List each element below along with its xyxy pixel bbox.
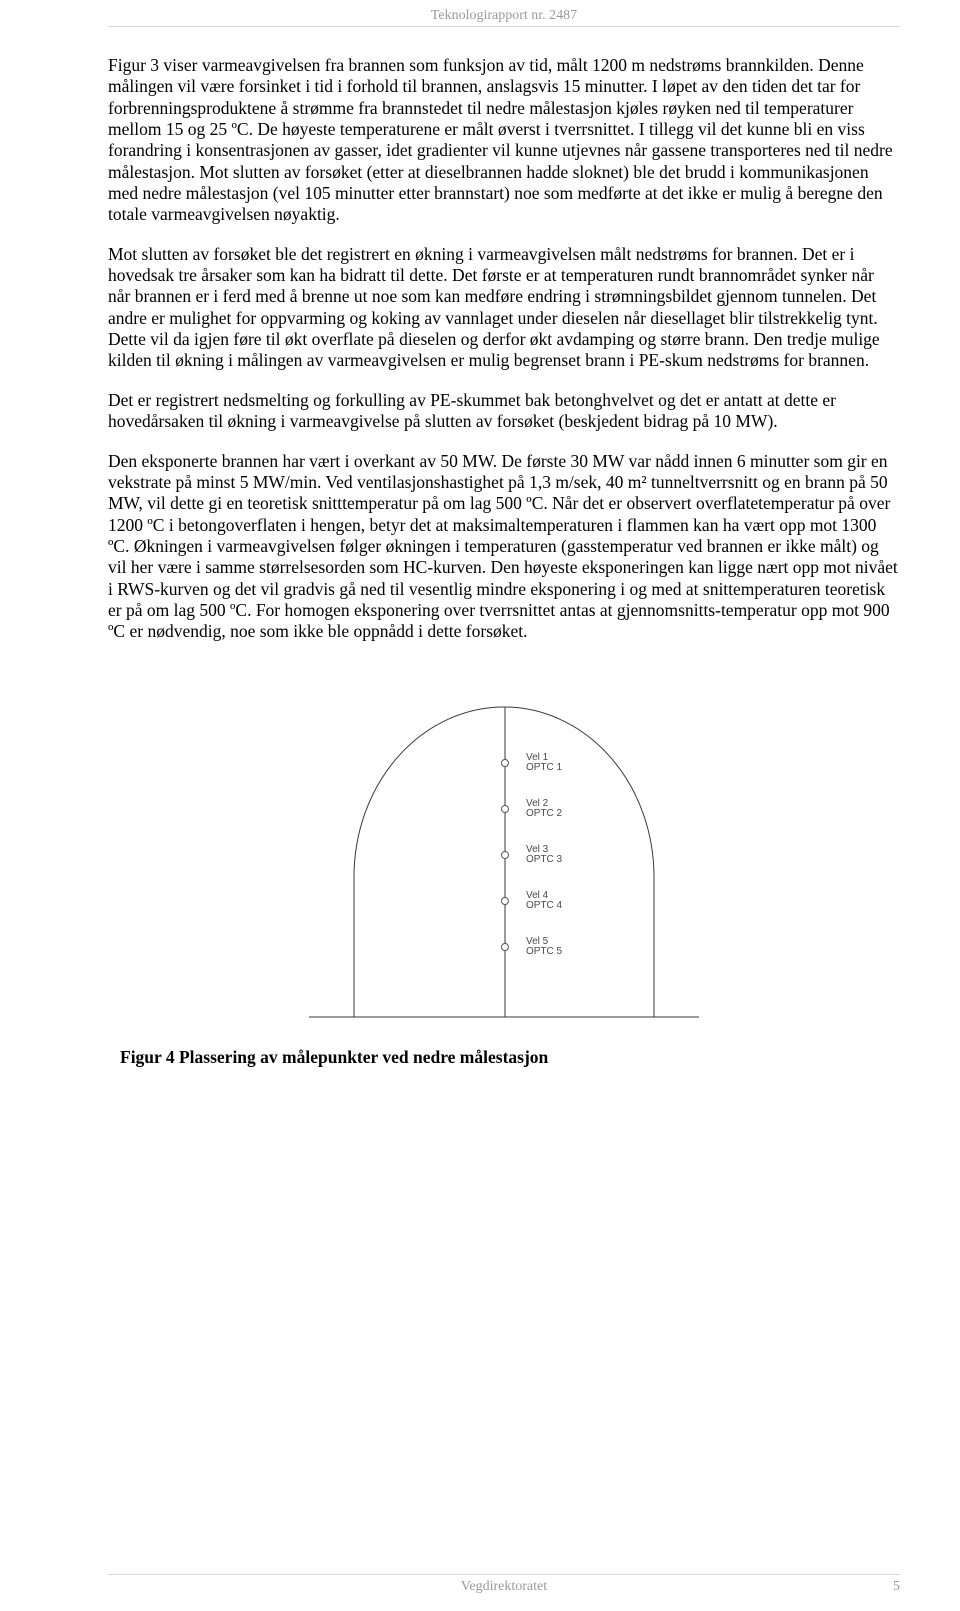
sensor-label-4b: OPTC 4 — [526, 901, 562, 912]
footer-center: Vegdirektoratet — [461, 1579, 547, 1595]
page-footer: Vegdirektoratet 5 — [0, 1574, 960, 1595]
paragraph-4: Den eksponerte brannen har vært i overka… — [108, 451, 900, 643]
sensor-dot-2 — [501, 805, 509, 813]
sensor-dot-5 — [501, 943, 509, 951]
footer-page-number: 5 — [893, 1579, 900, 1595]
paragraph-1: Figur 3 viser varmeavgivelsen fra branne… — [108, 55, 900, 226]
sensor-dot-3 — [501, 851, 509, 859]
tunnel-cross-section: Vel 1 OPTC 1 Vel 2 OPTC 2 Vel 3 OPTC 3 V… — [294, 677, 714, 1037]
page-header: Teknologirapport nr. 2487 — [108, 0, 900, 27]
sensor-label-2b: OPTC 2 — [526, 809, 562, 820]
figure-4: Vel 1 OPTC 1 Vel 2 OPTC 2 Vel 3 OPTC 3 V… — [108, 677, 900, 1037]
sensor-label-3b: OPTC 3 — [526, 855, 562, 866]
paragraph-2: Mot slutten av forsøket ble det registre… — [108, 244, 900, 372]
figure-4-caption: Figur 4 Plassering av målepunkter ved ne… — [120, 1047, 900, 1068]
sensor-dot-1 — [501, 759, 509, 767]
sensor-label-5b: OPTC 5 — [526, 947, 562, 958]
paragraph-3: Det er registrert nedsmelting og forkull… — [108, 390, 900, 433]
sensor-label-1b: OPTC 1 — [526, 763, 562, 774]
sensor-dot-4 — [501, 897, 509, 905]
